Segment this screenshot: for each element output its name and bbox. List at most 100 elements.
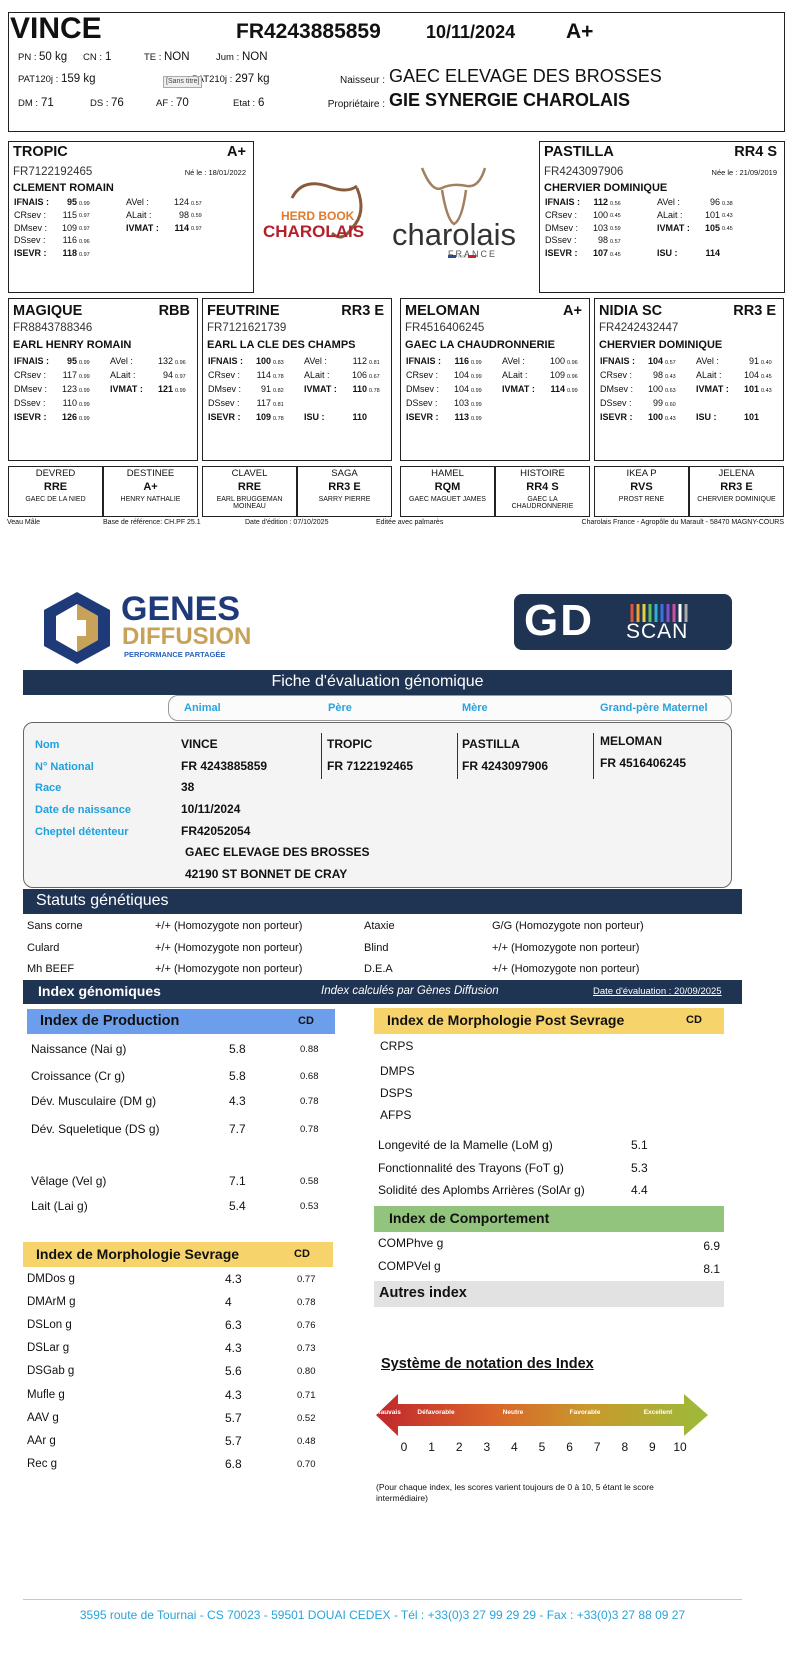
ancestor-box bbox=[400, 466, 495, 517]
index-label: DSsev : bbox=[14, 398, 46, 408]
footer-text: Editée avec palmarès bbox=[376, 519, 444, 526]
index-label: DMPS bbox=[380, 1064, 415, 1078]
status-text: Culard bbox=[27, 941, 60, 954]
grade: A+ bbox=[566, 20, 594, 43]
tab: Animal bbox=[184, 702, 221, 714]
genes-emblem bbox=[44, 592, 110, 664]
index-label: IFNAIS : bbox=[14, 197, 49, 207]
index-label: AVel : bbox=[110, 356, 133, 366]
index-label: CRsev : bbox=[406, 370, 439, 380]
scale-tick: 0 bbox=[400, 1440, 408, 1454]
index-label: IFNAIS : bbox=[545, 197, 580, 207]
index-value: 101 bbox=[743, 384, 759, 394]
stat-label: DM : bbox=[18, 98, 39, 109]
index-label: ISEVR : bbox=[600, 412, 633, 422]
index-value: 113 bbox=[454, 412, 469, 422]
ancestor-box bbox=[297, 466, 392, 517]
field-value: TROPIC bbox=[327, 737, 373, 751]
index-value: 4 bbox=[225, 1295, 232, 1310]
breeder: GAEC ELEVAGE DES BROSSES bbox=[389, 66, 662, 86]
scale-tick: 6 bbox=[566, 1440, 573, 1454]
status-text: +/+ (Homozygote non porteur) bbox=[155, 963, 303, 975]
index-cd: 0.43 bbox=[761, 387, 772, 394]
index-label: AVel : bbox=[696, 356, 719, 366]
index-value: 114 bbox=[174, 222, 189, 233]
index-cd: 0.99 bbox=[79, 373, 90, 380]
parent-id: FR7122192465 bbox=[13, 166, 93, 178]
pedigree-card bbox=[202, 298, 392, 461]
header bbox=[27, 1009, 335, 1034]
index-label: DSGab g bbox=[27, 1365, 75, 1378]
index-value: 104 bbox=[453, 370, 469, 380]
index-label: AVel : bbox=[502, 356, 525, 366]
index-value: 4.3 bbox=[229, 1094, 246, 1108]
index-value: 126 bbox=[61, 412, 77, 422]
logo-text: DIFFUSION bbox=[122, 623, 252, 650]
animal-id: FR4243885859 bbox=[236, 20, 381, 43]
ancestor-grade: RVS bbox=[630, 481, 653, 493]
index-cd: 0.58 bbox=[300, 1176, 319, 1187]
field-label: Race bbox=[35, 782, 62, 794]
index-label: DSsev : bbox=[406, 398, 438, 408]
footer-text: Veau Mâle bbox=[7, 519, 41, 526]
header-text: CD bbox=[686, 1014, 702, 1026]
index-label: AVel : bbox=[126, 197, 149, 207]
index-cd: 0.81 bbox=[369, 359, 380, 366]
scale-tick: 7 bbox=[593, 1440, 601, 1454]
index-label: AAr g bbox=[27, 1434, 56, 1447]
stat-label: CN : bbox=[83, 52, 102, 63]
index-value: 6.8 bbox=[225, 1456, 242, 1471]
index-label: DMsev : bbox=[14, 384, 48, 394]
index-label: DMArM g bbox=[27, 1296, 76, 1309]
ancestor-owner: CHERVIER DOMINIQUE bbox=[697, 496, 776, 503]
parent-grade: A+ bbox=[563, 303, 582, 319]
index-label: ALait : bbox=[502, 370, 528, 380]
index-value: 100 bbox=[255, 356, 271, 366]
index-value: 116 bbox=[454, 356, 469, 366]
index-value: 4.4 bbox=[631, 1183, 648, 1197]
index-label: Dév. Squeletique (DS g) bbox=[31, 1122, 160, 1136]
index-cd: 0.99 bbox=[175, 387, 186, 394]
separator bbox=[593, 733, 594, 779]
status-text: Ataxie bbox=[364, 920, 395, 932]
ancestor-grade: RR4 S bbox=[526, 481, 559, 493]
index-value: 105 bbox=[704, 222, 720, 233]
field-label: Cheptel détenteur bbox=[35, 826, 129, 838]
index-value: 95 bbox=[66, 356, 77, 366]
stat-label: PN : bbox=[18, 52, 37, 63]
index-cd: 0.99 bbox=[79, 200, 90, 207]
owner: GIE SYNERGIE CHAROLAIS bbox=[389, 90, 631, 110]
index-value: 5.7 bbox=[225, 1410, 242, 1425]
index-value: 6.9 bbox=[703, 1239, 720, 1253]
index-label: COMPhve g bbox=[378, 1236, 444, 1250]
index-cd: 0.83 bbox=[273, 359, 284, 366]
score-arrow bbox=[376, 1394, 708, 1436]
index-cd: 0.97 bbox=[175, 373, 186, 380]
header-text: Index de Morphologie Post Sevrage bbox=[387, 1012, 625, 1028]
index-value: 5.3 bbox=[631, 1160, 648, 1175]
logo-text: HERD BOOK bbox=[281, 209, 355, 223]
index-value: 123 bbox=[61, 384, 77, 394]
index-cd: 0.88 bbox=[300, 1044, 319, 1055]
stat-label: TE : bbox=[144, 52, 162, 63]
index-label: Croissance (Cr g) bbox=[31, 1069, 126, 1083]
field-value: 10/11/2024 bbox=[181, 802, 241, 816]
tabs-box bbox=[168, 695, 732, 721]
pedigree-card bbox=[539, 141, 785, 293]
index-label: IVMAT : bbox=[657, 222, 690, 233]
index-cd: 0.99 bbox=[79, 401, 90, 408]
ancestor-grade: RRE bbox=[237, 481, 262, 493]
index-value: 5.1 bbox=[631, 1138, 648, 1152]
index-cd: 0.97 bbox=[79, 213, 90, 220]
footer-text: Date d'édition : 07/10/2025 bbox=[245, 519, 329, 526]
title-bar bbox=[23, 670, 732, 695]
herd-book-logo-shapes bbox=[290, 167, 487, 258]
field-label: N° National bbox=[35, 761, 94, 773]
parent-id: FR8843788346 bbox=[13, 322, 93, 334]
scale-tick: 1 bbox=[428, 1440, 435, 1454]
stat-value: 76 bbox=[111, 97, 124, 109]
index-label: DSsev : bbox=[208, 398, 240, 408]
parent-owner: EARL LA CLE DES CHAMPS bbox=[207, 339, 356, 351]
index-value: 7.1 bbox=[229, 1174, 246, 1188]
index-label: DMsev : bbox=[14, 222, 48, 233]
